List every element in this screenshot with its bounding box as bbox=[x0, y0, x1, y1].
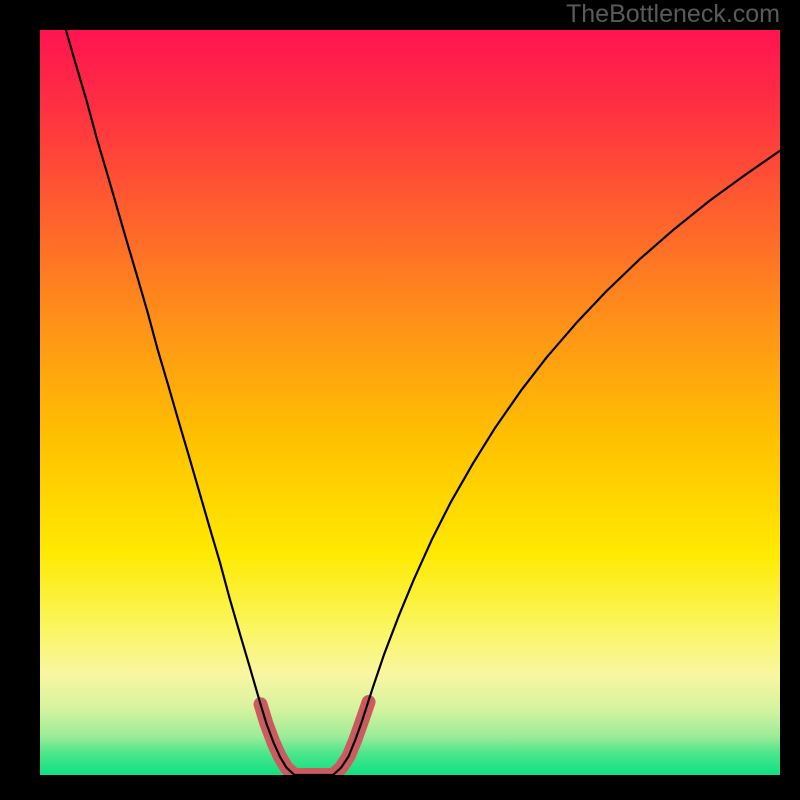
chart-svg bbox=[0, 0, 800, 800]
plot-background bbox=[40, 30, 780, 775]
watermark: TheBottleneck.com bbox=[566, 0, 780, 29]
chart-container: { "watermark": { "text": "TheBottleneck.… bbox=[0, 0, 800, 800]
